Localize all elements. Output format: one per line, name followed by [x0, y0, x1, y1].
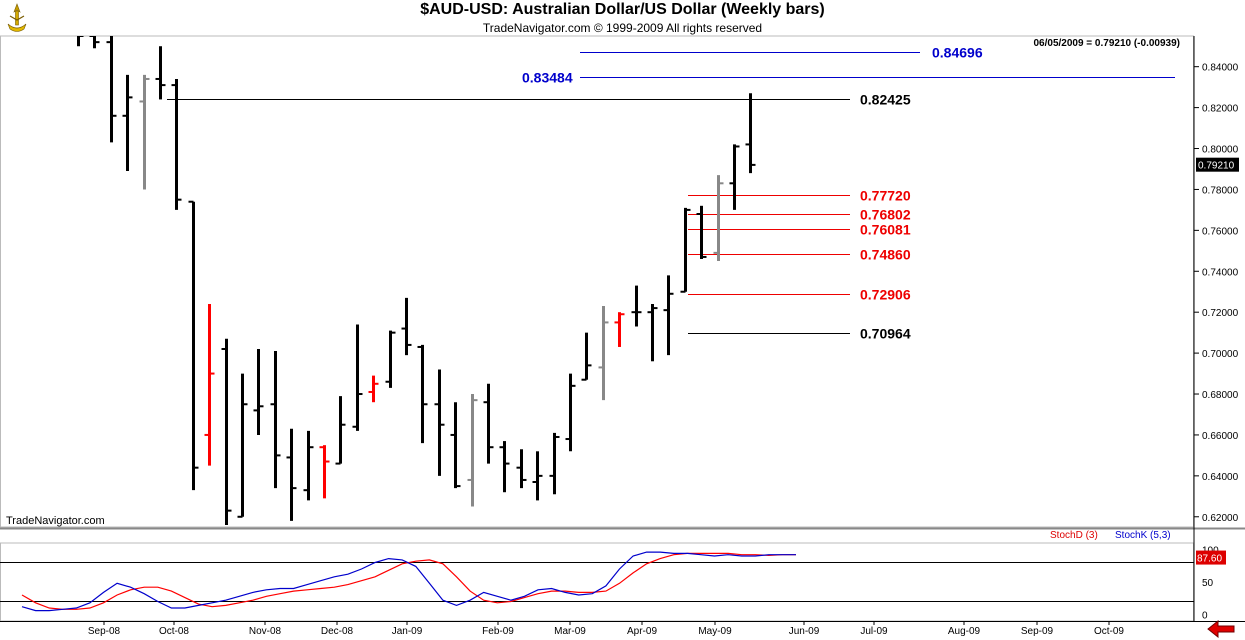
y-tick-label: 0.76000: [1202, 226, 1239, 237]
ohlc-bars: [77, 36, 756, 525]
legend-stochk: StochK (5,3): [1115, 530, 1171, 541]
level-label: 0.82425: [860, 92, 911, 108]
last-price-box: [1196, 157, 1239, 172]
x-tick-label: Jan-09: [392, 626, 423, 637]
last-price-label: 0.79210: [1198, 161, 1235, 172]
level-label: 0.83484: [522, 70, 573, 86]
trade-navigator-logo-icon: [7, 3, 27, 32]
watermark-label: TradeNavigator.com: [6, 515, 105, 527]
level-label: 0.76081: [860, 222, 911, 238]
y-tick-label: 0.62000: [1202, 513, 1239, 524]
level-label: 0.74860: [860, 247, 911, 263]
osc-last-value-box: [1196, 550, 1226, 565]
x-tick-label: Oct-08: [159, 626, 189, 637]
y-tick-label: 0.78000: [1202, 185, 1239, 196]
price-panel-frame: [0, 35, 1194, 528]
osc-y-tick-label: 50: [1202, 578, 1214, 589]
y-tick-label: 0.84000: [1202, 63, 1239, 74]
level-label: 0.77720: [860, 188, 911, 204]
y-tick-label: 0.68000: [1202, 390, 1239, 401]
y-tick-label: 0.80000: [1202, 145, 1239, 156]
level-label: 0.76802: [860, 207, 911, 223]
y-tick-label: 0.74000: [1202, 267, 1239, 278]
level-label: 0.72906: [860, 287, 911, 303]
chart-title: $AUD-USD: Australian Dollar/US Dollar (W…: [420, 1, 825, 18]
y-tick-label: 0.64000: [1202, 472, 1239, 483]
x-tick-label: Apr-09: [627, 626, 657, 637]
quote-readout: 06/05/2009 = 0.79210 (-0.00939): [1033, 38, 1180, 49]
level-label: 0.84696: [932, 45, 983, 61]
scroll-left-arrow-icon[interactable]: [1205, 620, 1237, 638]
y-tick-label: 0.66000: [1202, 431, 1239, 442]
y-tick-label: 0.82000: [1202, 104, 1239, 115]
chart-copyright: TradeNavigator.com © 1999-2009 All right…: [482, 21, 763, 35]
oscillator-panel-frame: [0, 542, 1194, 622]
stoch-series-line: [21, 551, 796, 612]
x-tick-label: Jun-09: [789, 626, 820, 637]
y-tick-label: 0.70000: [1202, 349, 1239, 360]
osc-y-tick-label: 0: [1202, 611, 1208, 622]
x-tick-label: May-09: [698, 626, 732, 637]
x-tick-label: Nov-08: [249, 626, 282, 637]
osc-last-value-label: 87.60: [1197, 554, 1222, 565]
x-tick-label: Mar-09: [554, 626, 586, 637]
x-tick-label: Jul-09: [860, 626, 888, 637]
level-label: 0.70964: [860, 326, 911, 342]
x-tick-label: Oct-09: [1094, 626, 1124, 637]
x-tick-label: Sep-08: [88, 626, 121, 637]
x-tick-label: Feb-09: [482, 626, 514, 637]
y-tick-label: 0.72000: [1202, 308, 1239, 319]
legend-stochd: StochD (3): [1050, 530, 1098, 541]
x-tick-label: Dec-08: [321, 626, 354, 637]
x-tick-label: Aug-09: [948, 626, 981, 637]
x-tick-label: Sep-09: [1021, 626, 1054, 637]
